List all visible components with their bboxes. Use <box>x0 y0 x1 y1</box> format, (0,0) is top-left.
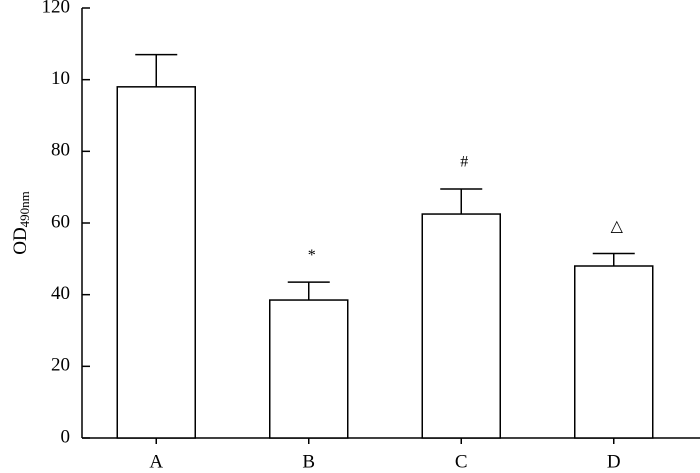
annotation: △ <box>611 218 624 235</box>
annotation: # <box>460 154 468 171</box>
y-tick-label: 60 <box>51 211 70 232</box>
y-tick-label: 20 <box>51 355 70 376</box>
y-axis-label-main: OD <box>10 227 31 254</box>
x-tick-label: D <box>607 451 621 472</box>
error-bar <box>135 53 178 87</box>
y-axis-label: OD490nm <box>10 191 32 255</box>
y-axis-label-subscript: 490nm <box>17 191 32 227</box>
x-tick-label: A <box>149 451 163 472</box>
x-tick-label: C <box>455 451 468 472</box>
y-tick-label: 120 <box>42 0 71 17</box>
annotation: * <box>308 247 316 264</box>
error-bar <box>287 281 330 301</box>
y-tick-label: 0 <box>61 426 71 447</box>
bar <box>269 299 349 439</box>
y-tick-label: 10 <box>51 68 70 89</box>
y-tick-label: 80 <box>51 140 70 161</box>
y-tick-label: 40 <box>51 283 70 304</box>
x-tick-label: B <box>302 451 315 472</box>
bar <box>574 265 654 439</box>
bar <box>116 86 196 439</box>
bar <box>421 213 501 439</box>
error-bar <box>592 252 635 266</box>
error-bar <box>440 188 483 215</box>
